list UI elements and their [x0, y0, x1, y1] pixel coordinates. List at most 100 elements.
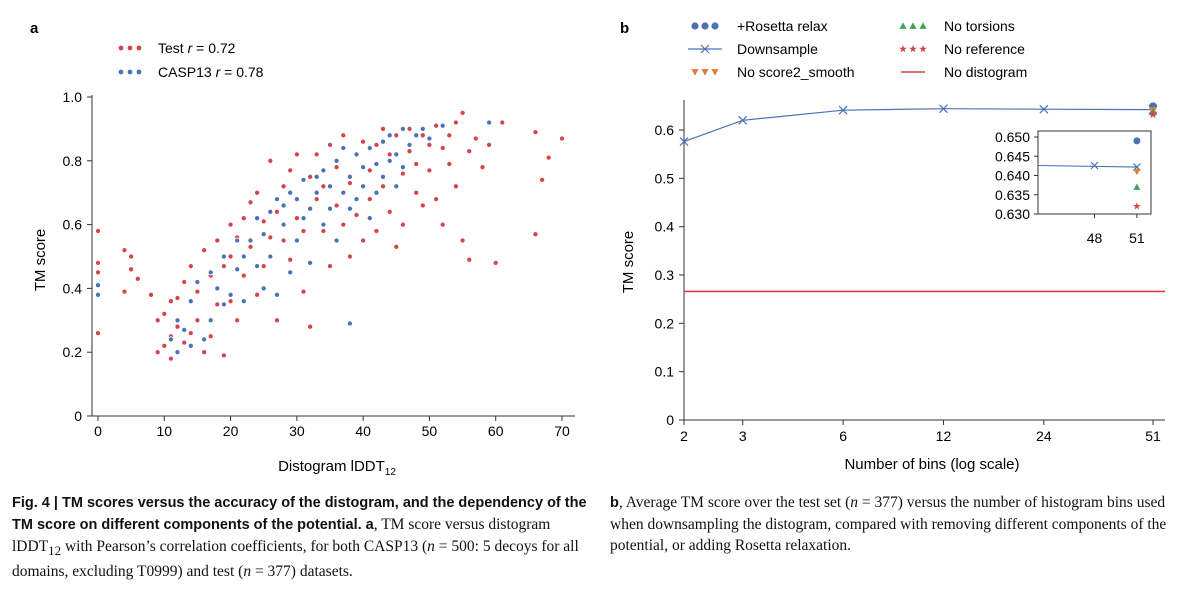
scatter-point	[366, 167, 373, 174]
scatter-point	[333, 237, 340, 244]
scatter-point	[466, 148, 473, 155]
y-tick-label-a: 0	[74, 408, 82, 424]
scatter-point	[313, 173, 320, 180]
scatter-point	[433, 196, 440, 203]
scatter-point	[399, 125, 406, 132]
x-tick-label-b: 51	[1145, 428, 1161, 444]
scatter-point	[413, 132, 420, 139]
scatter-point	[452, 119, 459, 126]
legend-label-b: +Rosetta relax	[737, 18, 828, 34]
scatter-point	[174, 317, 181, 324]
y-tick-label-b: 0	[666, 412, 674, 428]
scatter-point	[340, 144, 347, 152]
scatter-point	[287, 256, 294, 263]
downsample-marker	[838, 105, 848, 115]
x-axis-label-a: Distogram lDDT12	[278, 458, 396, 478]
scatter-point	[426, 135, 433, 142]
scatter-point	[313, 151, 320, 158]
scatter-point	[167, 355, 174, 362]
scatter-point	[426, 141, 433, 148]
scatter-point	[128, 266, 135, 273]
scatter-point	[121, 288, 128, 295]
scatter-point	[201, 336, 208, 343]
scatter-point	[353, 151, 360, 158]
chart-panel-b: b +Rosetta relax No torsions Downsample No …	[620, 18, 1165, 473]
scatter-point	[479, 164, 486, 171]
legend-marker-b	[711, 69, 719, 76]
scatter-point	[227, 221, 234, 228]
scatter-point	[300, 176, 307, 183]
scatter-point	[293, 151, 300, 158]
scatter-point	[247, 199, 254, 206]
scatter-point	[558, 135, 566, 142]
inset-y-tick-label: 0.650	[995, 129, 1030, 145]
x-tick-label-b: 6	[839, 428, 847, 444]
scatter-point	[280, 237, 287, 244]
scatter-point	[307, 259, 314, 266]
legend-label-b: Downsample	[737, 41, 818, 57]
scatter-point	[220, 253, 227, 260]
scatter-point	[545, 154, 552, 161]
scatter-point	[94, 291, 102, 298]
scatter-point	[360, 237, 367, 244]
scatter-point	[326, 263, 334, 270]
scatter-point	[280, 183, 287, 190]
inset-marker-triangle	[1133, 183, 1141, 190]
scatter-point	[240, 298, 247, 305]
scatter-point	[366, 144, 373, 152]
scatter-point	[147, 291, 155, 298]
y-axis-label-b: TM score	[620, 231, 637, 294]
panel-letter-a: a	[30, 20, 39, 37]
scatter-point	[399, 221, 406, 228]
scatter-point	[307, 323, 314, 330]
scatter-point	[174, 294, 181, 302]
scatter-point	[340, 221, 347, 228]
scatter-point	[187, 330, 194, 337]
scatter-point	[293, 196, 300, 203]
legend-marker-a	[118, 45, 124, 51]
legend-label-b: No score2_smooth	[737, 64, 855, 80]
legend-marker-b	[919, 44, 927, 53]
scatter-point	[326, 183, 334, 190]
legend-marker-b	[909, 22, 917, 29]
inset-y-tick-label: 0.630	[995, 206, 1030, 222]
scatter-point	[273, 208, 281, 215]
scatter-point	[227, 291, 234, 298]
x-tick-label-a: 10	[156, 423, 172, 439]
scatter-point	[273, 291, 281, 298]
x-tick-label-b: 24	[1036, 428, 1052, 444]
scatter-point	[121, 247, 128, 254]
scatter-point	[267, 234, 274, 241]
scatter-point	[194, 317, 201, 324]
inset-marker-circle	[1133, 137, 1141, 145]
y-axis-label-a: TM score	[32, 229, 49, 292]
scatter-point	[353, 196, 360, 203]
legend-marker-a	[118, 69, 124, 75]
scatter-point	[532, 231, 539, 238]
scatter-point	[466, 256, 473, 263]
scatter-point	[333, 164, 340, 171]
y-tick-label-a: 0.2	[63, 344, 83, 360]
x-tick-label-a: 0	[94, 423, 102, 439]
scatter-point	[386, 157, 393, 164]
scatter-point	[293, 237, 300, 244]
scatter-point	[167, 336, 174, 343]
y-tick-label-b: 0.3	[655, 267, 675, 283]
legend-marker-b	[919, 22, 927, 29]
scatter-point	[499, 119, 506, 126]
y-tick-label-b: 0.2	[655, 315, 675, 331]
scatter-point	[386, 132, 393, 139]
scatter-point	[333, 157, 340, 164]
downsample-marker	[738, 115, 748, 125]
scatter-point	[419, 125, 426, 132]
scatter-point	[254, 215, 261, 222]
legend-label-b: No distogram	[944, 64, 1027, 80]
scatter-point	[260, 231, 267, 238]
inset-y-tick-label: 0.635	[995, 187, 1030, 203]
scatter-point	[94, 227, 102, 235]
scatter-point	[207, 317, 214, 324]
scatter-point	[181, 326, 188, 333]
scatter-point	[379, 138, 387, 145]
scatter-point	[486, 141, 493, 148]
scatter-point	[247, 237, 254, 244]
